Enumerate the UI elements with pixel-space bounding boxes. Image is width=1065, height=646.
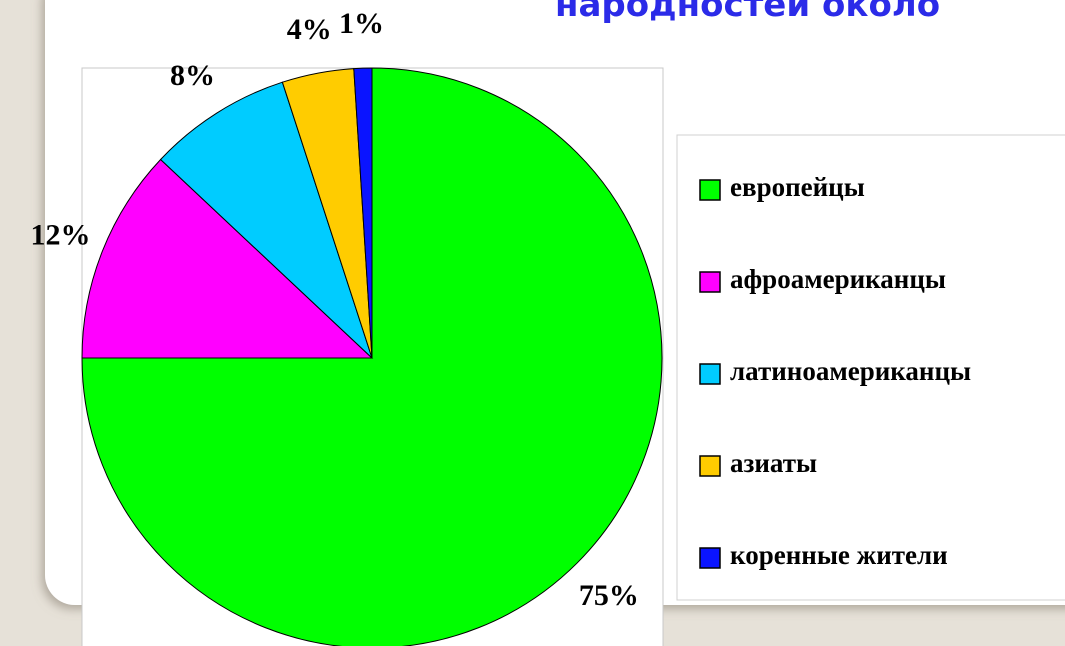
pie-slice xyxy=(81,67,663,646)
pie-slice xyxy=(353,67,373,359)
data-label: 1% xyxy=(339,7,384,40)
legend-box xyxy=(676,134,1065,601)
data-label: 75% xyxy=(579,579,639,612)
legend-swatch xyxy=(699,271,721,293)
legend-label: коренные жители xyxy=(730,540,948,570)
legend-label: азиаты xyxy=(730,448,817,478)
legend-label: латиноамериканцы xyxy=(730,356,971,386)
pie-slice xyxy=(81,158,374,359)
pie-slice xyxy=(159,81,373,359)
legend-label: европейцы xyxy=(730,172,865,202)
pie: 75% 12% 8% 4% 1% xyxy=(31,7,663,646)
chart-title: народностей около xyxy=(555,0,940,25)
legend-swatch xyxy=(699,547,721,569)
legend-swatch xyxy=(699,455,721,477)
legend-swatch xyxy=(699,179,721,201)
data-label: 8% xyxy=(170,59,215,92)
data-label: 4% xyxy=(287,13,332,46)
data-label: 12% xyxy=(31,219,91,252)
legend-swatch xyxy=(699,363,721,385)
legend-label: афроамериканцы xyxy=(730,264,946,294)
legend: европейцы афроамериканцы латиноамериканцы а… xyxy=(699,172,971,570)
